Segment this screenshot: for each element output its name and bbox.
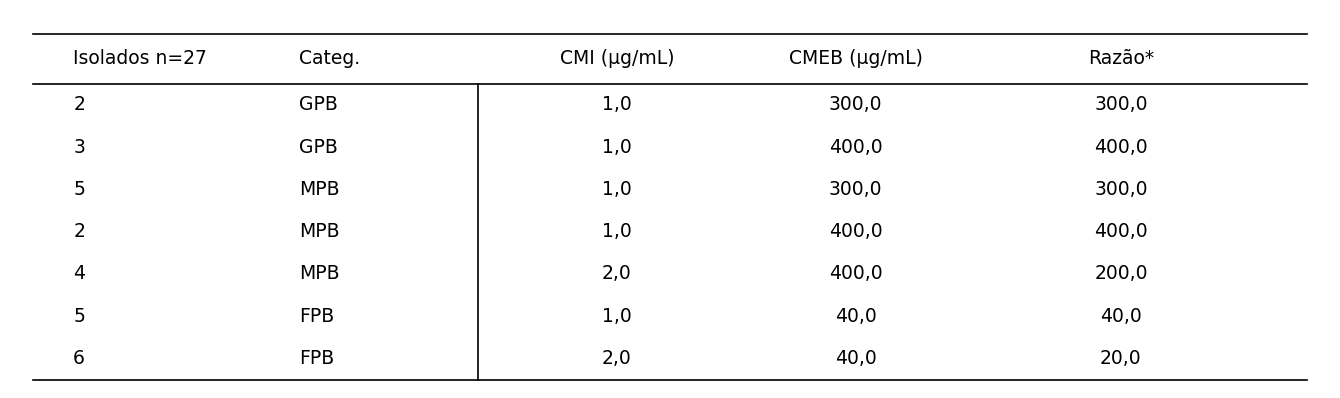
Text: 2,0: 2,0 — [602, 264, 632, 283]
Text: MPB: MPB — [299, 180, 339, 199]
Text: 300,0: 300,0 — [829, 96, 883, 114]
Text: Razão*: Razão* — [1088, 49, 1154, 68]
Text: 400,0: 400,0 — [829, 264, 883, 283]
Text: 300,0: 300,0 — [829, 180, 883, 199]
Text: 300,0: 300,0 — [1095, 180, 1147, 199]
Text: 5: 5 — [74, 180, 86, 199]
Text: 400,0: 400,0 — [1093, 138, 1147, 157]
Text: 5: 5 — [74, 306, 86, 326]
Text: 2,0: 2,0 — [602, 349, 632, 368]
Text: 200,0: 200,0 — [1095, 264, 1147, 283]
Text: 400,0: 400,0 — [829, 138, 883, 157]
Text: Categ.: Categ. — [299, 49, 360, 68]
Text: 1,0: 1,0 — [602, 306, 632, 326]
Text: MPB: MPB — [299, 264, 339, 283]
Text: CMI (μg/mL): CMI (μg/mL) — [560, 49, 674, 68]
Text: 6: 6 — [74, 349, 86, 368]
Text: MPB: MPB — [299, 222, 339, 241]
Text: 2: 2 — [74, 222, 86, 241]
Text: 400,0: 400,0 — [1093, 222, 1147, 241]
Text: 1,0: 1,0 — [602, 138, 632, 157]
Text: FPB: FPB — [299, 349, 334, 368]
Text: 300,0: 300,0 — [1095, 96, 1147, 114]
Text: GPB: GPB — [299, 96, 338, 114]
Text: CMEB (μg/mL): CMEB (μg/mL) — [789, 49, 923, 68]
Text: 4: 4 — [74, 264, 86, 283]
Text: 40,0: 40,0 — [835, 349, 876, 368]
Text: 1,0: 1,0 — [602, 222, 632, 241]
Text: 2: 2 — [74, 96, 86, 114]
Text: 40,0: 40,0 — [1100, 306, 1142, 326]
Text: 400,0: 400,0 — [829, 222, 883, 241]
Text: 20,0: 20,0 — [1100, 349, 1142, 368]
Text: 3: 3 — [74, 138, 86, 157]
Text: 1,0: 1,0 — [602, 96, 632, 114]
Text: GPB: GPB — [299, 138, 338, 157]
Text: 40,0: 40,0 — [835, 306, 876, 326]
Text: 1,0: 1,0 — [602, 180, 632, 199]
Text: FPB: FPB — [299, 306, 334, 326]
Text: Isolados n=27: Isolados n=27 — [74, 49, 208, 68]
